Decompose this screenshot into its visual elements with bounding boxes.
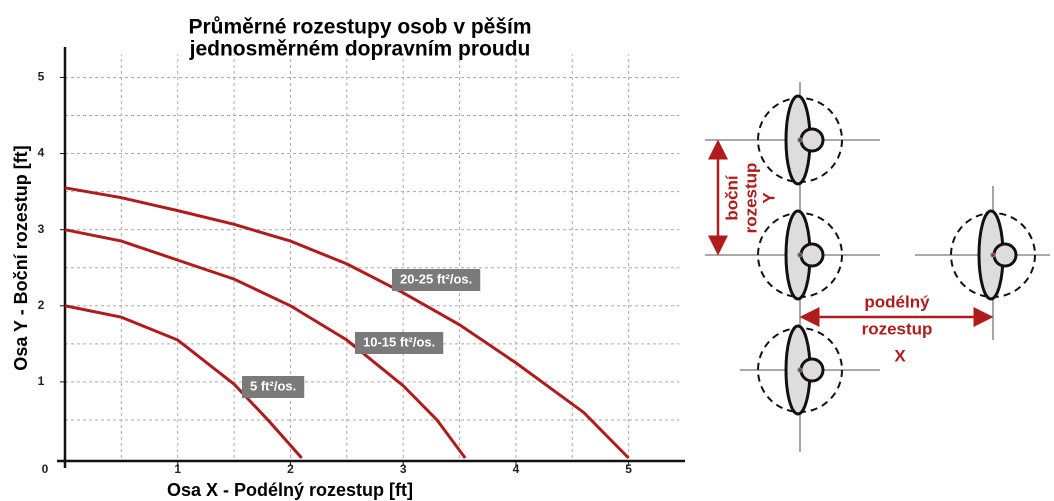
diagram-label: Y [759,192,778,204]
chart: Průměrné rozestupy osob v pěším jednosmě… [0,0,1054,501]
y-tick-label: 1 [38,374,45,388]
diagram [705,82,1050,452]
diagram-label: X [894,346,906,365]
series-label: 20-25 ft²/os. [392,269,480,291]
x-tick-label: 0 [42,462,49,476]
x-axis-label: Osa X - Podélný rozestup [ft] [167,480,413,500]
y-tick-label: 4 [38,146,45,160]
diagram-label: podélný [864,292,930,311]
series-name: 20-25 ft²/os. [400,271,472,286]
series-name: 10-15 ft²/os. [363,334,435,349]
y-tick-label: 5 [38,70,45,84]
series-name: 5 ft²/os. [250,378,296,393]
y-axis-label: Osa Y - Boční rozestup [ft] [11,145,31,370]
chart-title: jednosměrném dopravním proudu [189,38,531,61]
series-label: 10-15 ft²/os. [355,332,443,354]
series-label: 5 ft²/os. [242,376,304,398]
diagram-label: boční [722,174,741,221]
chart-title: Průměrné rozestupy osob v pěším [188,16,531,39]
y-tick-label: 2 [38,298,45,312]
y-tick-label: 3 [38,222,45,236]
diagram-label: rozestup [862,319,933,338]
diagram-label: rozestup [741,163,760,234]
